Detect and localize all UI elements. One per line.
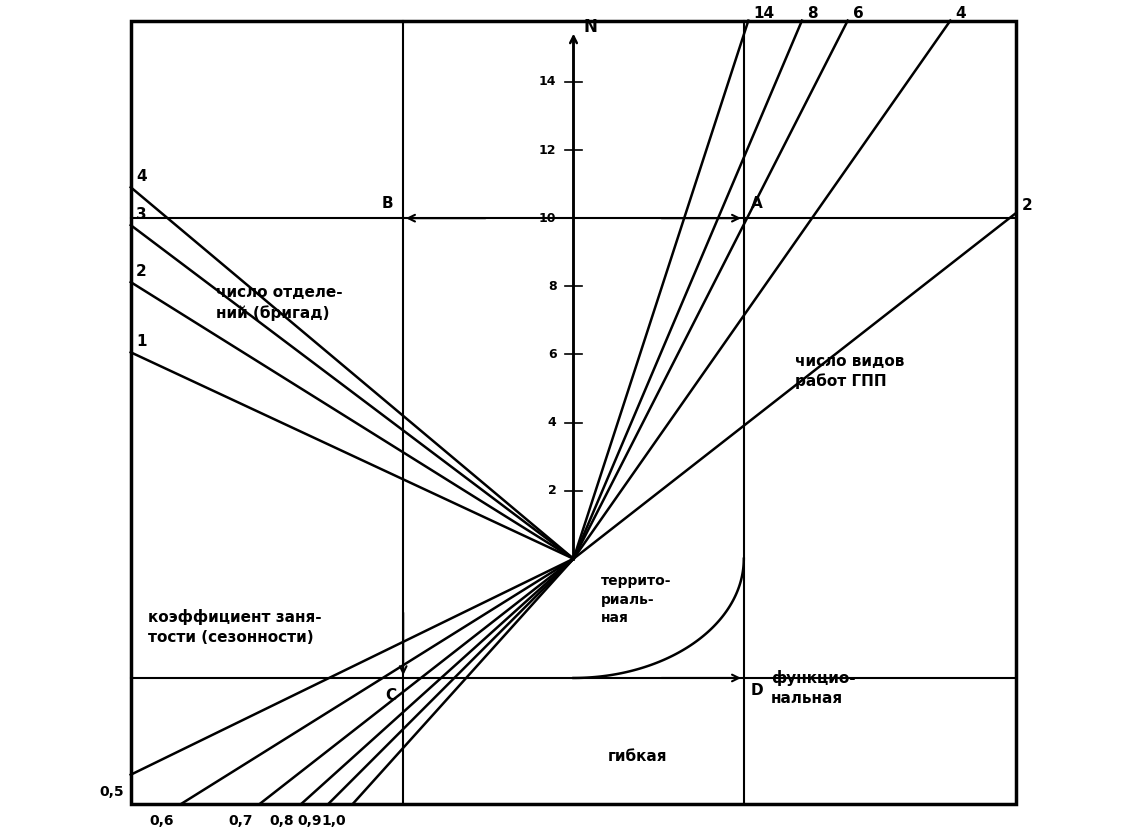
Text: 4: 4 — [548, 416, 556, 429]
Text: 4: 4 — [955, 6, 966, 21]
Text: функцио-
нальная: функцио- нальная — [771, 670, 856, 706]
Text: 4: 4 — [135, 169, 147, 184]
Text: 6: 6 — [853, 6, 864, 21]
Text: 8: 8 — [548, 280, 556, 293]
Text: 0,9: 0,9 — [297, 814, 321, 828]
Text: 2: 2 — [1021, 198, 1032, 213]
Text: число отделе-
ний (бригад): число отделе- ний (бригад) — [216, 285, 343, 321]
Text: 2: 2 — [135, 263, 147, 278]
Text: 2: 2 — [548, 484, 556, 497]
Text: 8: 8 — [807, 6, 818, 21]
Text: 12: 12 — [539, 144, 556, 156]
Text: террито-
риаль-
ная: террито- риаль- ная — [601, 574, 671, 625]
Text: коэффициент заня-
тости (сезонности): коэффициент заня- тости (сезонности) — [148, 609, 321, 645]
Text: число видов
работ ГПП: число видов работ ГПП — [795, 354, 904, 390]
Text: 14: 14 — [754, 6, 774, 21]
Text: 0,6: 0,6 — [150, 814, 174, 828]
Text: гибкая: гибкая — [608, 749, 668, 764]
Text: 1,0: 1,0 — [321, 814, 346, 828]
Text: 1: 1 — [135, 334, 147, 349]
Text: 10: 10 — [539, 212, 556, 225]
Text: 14: 14 — [539, 75, 556, 89]
Text: A: A — [750, 196, 763, 212]
Text: 0,8: 0,8 — [270, 814, 295, 828]
Text: 6: 6 — [548, 348, 556, 361]
Text: B: B — [381, 196, 393, 212]
Text: 3: 3 — [135, 206, 147, 222]
Text: N: N — [584, 18, 598, 37]
Text: D: D — [750, 683, 763, 698]
Text: 0,5: 0,5 — [100, 785, 124, 799]
Text: 0,7: 0,7 — [228, 814, 252, 828]
Text: C: C — [385, 688, 397, 703]
